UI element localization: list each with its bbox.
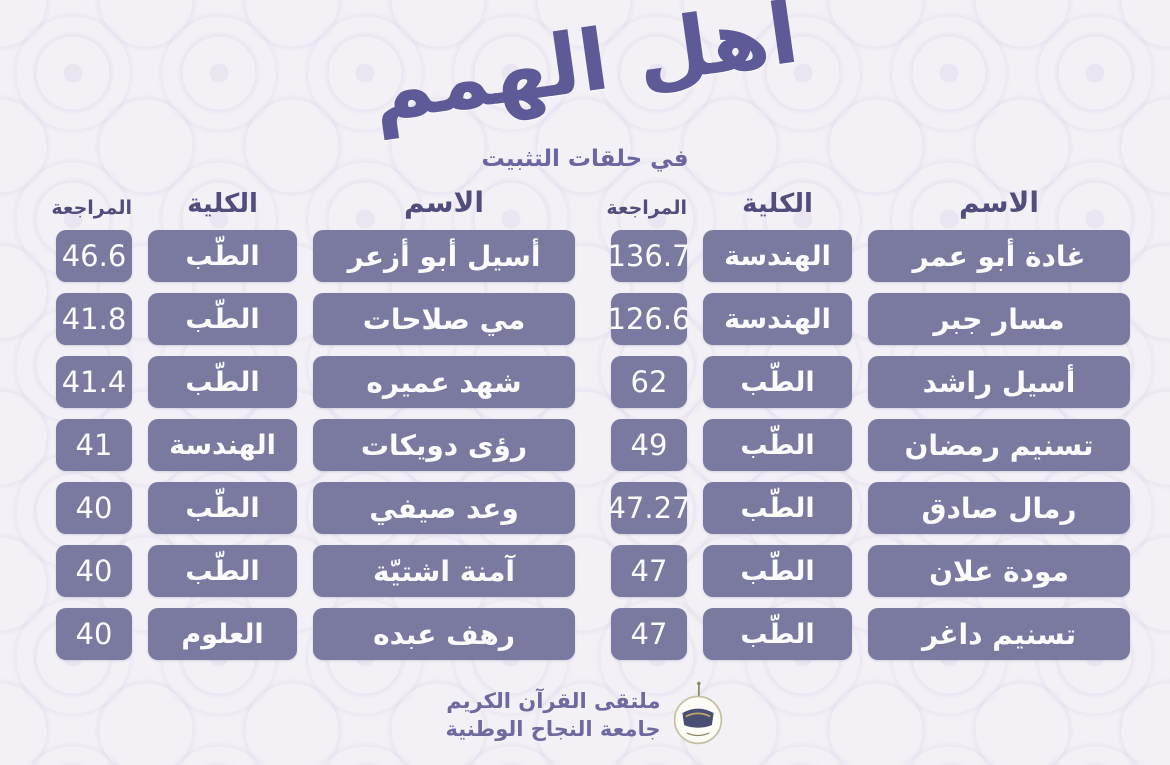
review-score-cell: 47.27 <box>607 482 691 534</box>
table-row: أسيل راشد الطّب 62 <box>611 356 1130 408</box>
ranking-table-right: الاسم الكلية المراجعة غادة أبو عمر الهندس… <box>606 186 1130 671</box>
table-row: وعد صيفي الطّب 40 <box>56 482 575 534</box>
review-score-cell: 126.6 <box>607 293 691 345</box>
student-name-cell: تسنيم داغر <box>868 608 1130 660</box>
student-name-cell: أسيل أبو أزعر <box>313 230 575 282</box>
table-row: مسار جبر الهندسة 126.6 <box>607 293 1130 345</box>
college-cell: الهندسة <box>703 293 852 345</box>
table-header-row: الاسم الكلية المراجعة <box>51 186 575 219</box>
quran-forum-logo-icon <box>672 680 724 750</box>
college-cell: الطّب <box>148 230 297 282</box>
review-score-cell: 136.7 <box>607 230 691 282</box>
student-name-cell: رمال صادق <box>868 482 1130 534</box>
student-name-cell: غادة أبو عمر <box>868 230 1130 282</box>
column-header-review: المراجعة <box>606 197 687 219</box>
student-name-cell: رؤى دويكات <box>313 419 575 471</box>
table-header-row: الاسم الكلية المراجعة <box>606 186 1130 219</box>
student-name-cell: آمنة اشتيّة <box>313 545 575 597</box>
footer-line2: جامعة النجاح الوطنية <box>445 717 661 741</box>
column-header-review: المراجعة <box>51 197 132 219</box>
table-row: تسنيم رمضان الطّب 49 <box>611 419 1130 471</box>
table-row: غادة أبو عمر الهندسة 136.7 <box>607 230 1130 282</box>
student-name-cell: أسيل راشد <box>868 356 1130 408</box>
college-cell: الهندسة <box>703 230 852 282</box>
review-score-cell: 46.6 <box>56 230 132 282</box>
column-header-college: الكلية <box>742 189 813 219</box>
college-cell: الطّب <box>148 293 297 345</box>
college-cell: الطّب <box>703 545 852 597</box>
review-score-cell: 41.8 <box>56 293 132 345</box>
student-name-cell: مسار جبر <box>868 293 1130 345</box>
student-name-cell: مي صلاحات <box>313 293 575 345</box>
page-subtitle: في حلقات التثبيت <box>481 146 689 172</box>
college-cell: العلوم <box>148 608 297 660</box>
review-score-cell: 47 <box>611 608 687 660</box>
column-header-name: الاسم <box>959 186 1039 219</box>
college-cell: الهندسة <box>148 419 297 471</box>
student-name-cell: مودة علان <box>868 545 1130 597</box>
footer: ملتقى القرآن الكريم جامعة النجاح الوطنية <box>0 680 1170 750</box>
table-row: شهد عميره الطّب 41.4 <box>56 356 575 408</box>
student-name-cell: وعد صيفي <box>313 482 575 534</box>
table-row: آمنة اشتيّة الطّب 40 <box>56 545 575 597</box>
college-cell: الطّب <box>148 482 297 534</box>
student-name-cell: رهف عبده <box>313 608 575 660</box>
table-row: مودة علان الطّب 47 <box>611 545 1130 597</box>
review-score-cell: 40 <box>56 608 132 660</box>
review-score-cell: 62 <box>611 356 687 408</box>
college-cell: الطّب <box>148 545 297 597</box>
college-cell: الطّب <box>148 356 297 408</box>
review-score-cell: 41 <box>56 419 132 471</box>
ranking-table-left: الاسم الكلية المراجعة أسيل أبو أزعر الطّب… <box>51 186 575 671</box>
title-block: أهل الهمم <box>0 0 1170 140</box>
table-row: رمال صادق الطّب 47.27 <box>607 482 1130 534</box>
college-cell: الطّب <box>703 356 852 408</box>
review-score-cell: 40 <box>56 482 132 534</box>
college-cell: الطّب <box>703 482 852 534</box>
table-row: أسيل أبو أزعر الطّب 46.6 <box>56 230 575 282</box>
student-name-cell: شهد عميره <box>313 356 575 408</box>
review-score-cell: 40 <box>56 545 132 597</box>
college-cell: الطّب <box>703 419 852 471</box>
review-score-cell: 49 <box>611 419 687 471</box>
college-cell: الطّب <box>703 608 852 660</box>
student-name-cell: تسنيم رمضان <box>868 419 1130 471</box>
table-row: رؤى دويكات الهندسة 41 <box>56 419 575 471</box>
review-score-cell: 47 <box>611 545 687 597</box>
table-row: مي صلاحات الطّب 41.8 <box>56 293 575 345</box>
footer-line1: ملتقى القرآن الكريم <box>446 688 661 713</box>
column-header-college: الكلية <box>187 189 258 219</box>
page-title: أهل الهمم <box>365 0 805 141</box>
footer-text: ملتقى القرآن الكريم جامعة النجاح الوطنية <box>446 687 661 744</box>
review-score-cell: 41.4 <box>56 356 132 408</box>
table-row: تسنيم داغر الطّب 47 <box>611 608 1130 660</box>
table-row: رهف عبده العلوم 40 <box>56 608 575 660</box>
column-header-name: الاسم <box>404 186 484 219</box>
